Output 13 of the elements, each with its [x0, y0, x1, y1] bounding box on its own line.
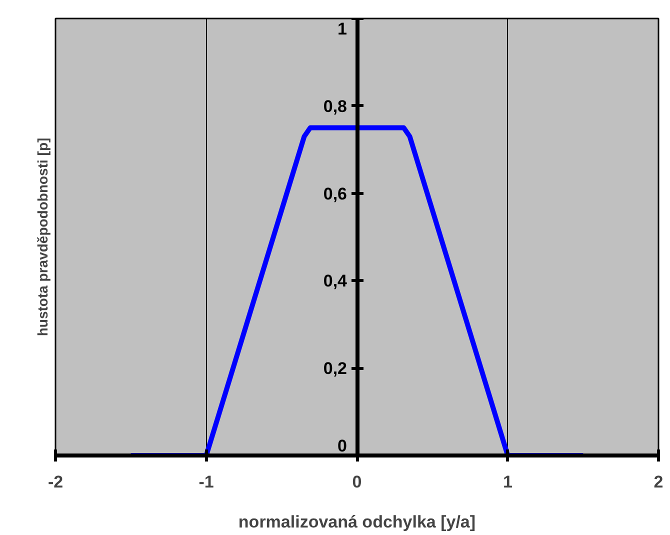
x-tick-label: 2 — [654, 472, 664, 492]
y-axis-title: hustota pravděpodobnosti [p] — [34, 138, 50, 336]
y-tick-label: 0,2 — [323, 359, 348, 378]
x-axis-title: normalizovaná odchylka [y/a] — [238, 512, 476, 532]
y-tick-label: 0,6 — [323, 184, 348, 204]
y-tick-label: 0,8 — [323, 96, 348, 116]
y-tick-label: 1 — [338, 20, 348, 38]
x-tick-label: -2 — [48, 472, 64, 492]
x-tick-label: -1 — [198, 472, 214, 492]
x-tick-label: 1 — [503, 472, 512, 492]
y-tick-label: 0 — [338, 436, 348, 456]
y-tick-label: 0,4 — [323, 272, 348, 291]
x-tick-label: 0 — [352, 472, 362, 492]
